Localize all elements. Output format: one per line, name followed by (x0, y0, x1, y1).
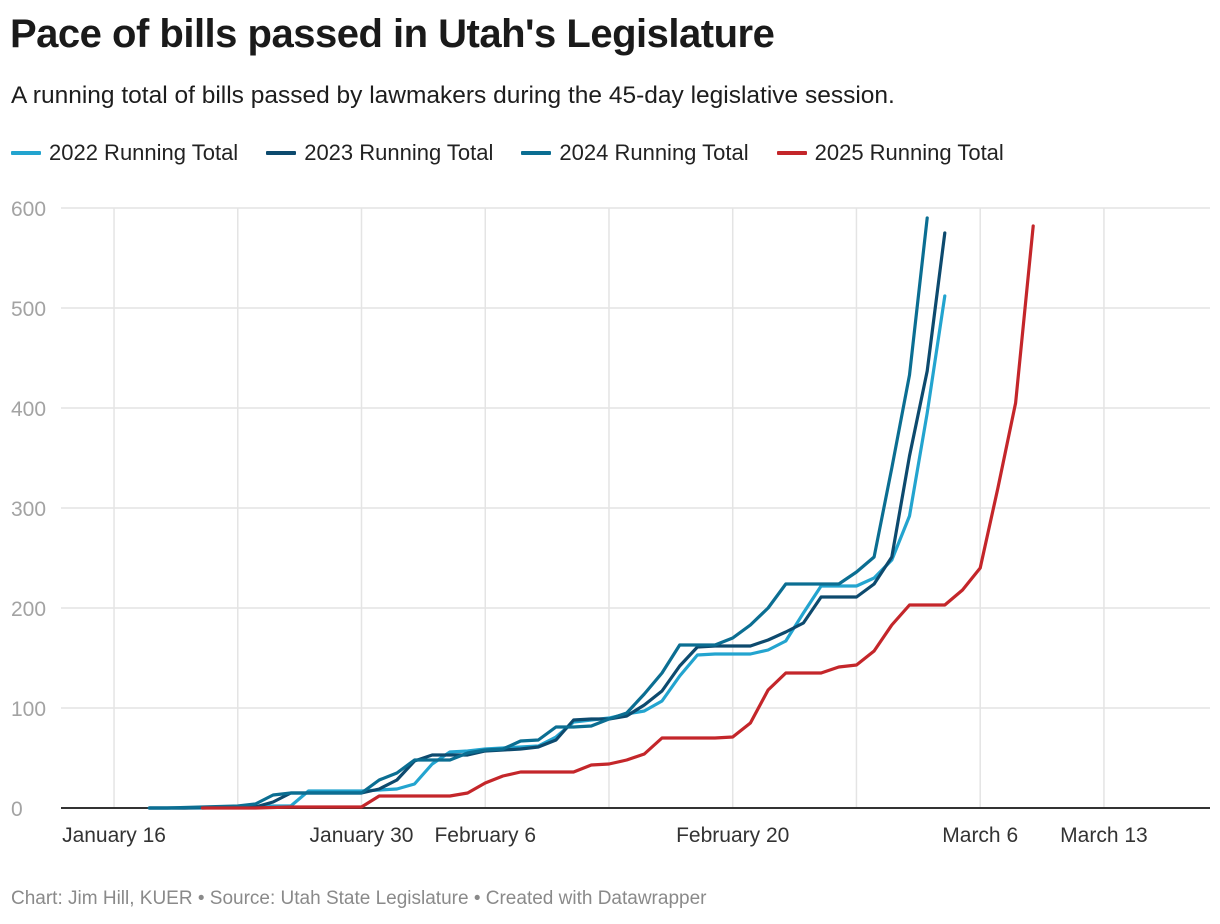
series-line-2023 (147, 231, 947, 810)
series-line-2022 (147, 294, 947, 810)
x-tick-label-5: March 13 (1060, 824, 1148, 847)
y-tick-label-5: 500 (11, 298, 46, 321)
legend-label-2025: 2025 Running Total (814, 140, 1004, 165)
legend: 2022 Running Total 2023 Running Total 20… (11, 140, 1032, 166)
legend-swatch-2022 (11, 151, 41, 155)
y-tick-label-4: 400 (11, 398, 46, 421)
y-tick-label-1: 100 (11, 698, 46, 721)
legend-swatch-2025 (776, 151, 807, 155)
chart-title: Pace of bills passed in Utah's Legislatu… (10, 12, 775, 56)
legend-label-2024: 2024 Running Total (559, 140, 749, 165)
series-line-2025 (200, 224, 1035, 810)
series-line-2024 (147, 216, 929, 810)
legend-item-2022: 2022 Running Total (11, 140, 238, 166)
chart-footer: Chart: Jim Hill, KUER • Source: Utah Sta… (11, 888, 707, 909)
x-tick-label-0: January 16 (62, 824, 166, 847)
legend-label-2023: 2023 Running Total (304, 140, 494, 165)
x-tick-label-1: January 30 (310, 824, 414, 847)
y-tick-label-2: 200 (11, 598, 46, 621)
y-tick-label-0: 0 (11, 798, 23, 821)
legend-swatch-2024 (521, 151, 552, 155)
x-tick-label-4: March 6 (942, 824, 1018, 847)
legend-item-2023: 2023 Running Total (266, 140, 493, 166)
legend-swatch-2023 (266, 151, 297, 155)
y-tick-label-6: 600 (11, 198, 46, 221)
legend-item-2025: 2025 Running Total (776, 140, 1004, 166)
legend-item-2024: 2024 Running Total (521, 140, 749, 166)
y-tick-label-3: 300 (11, 498, 46, 521)
x-tick-label-2: February 6 (434, 824, 536, 847)
x-tick-label-3: February 20 (676, 824, 789, 847)
chart-subtitle: A running total of bills passed by lawma… (11, 82, 895, 109)
legend-label-2022: 2022 Running Total (49, 140, 239, 165)
